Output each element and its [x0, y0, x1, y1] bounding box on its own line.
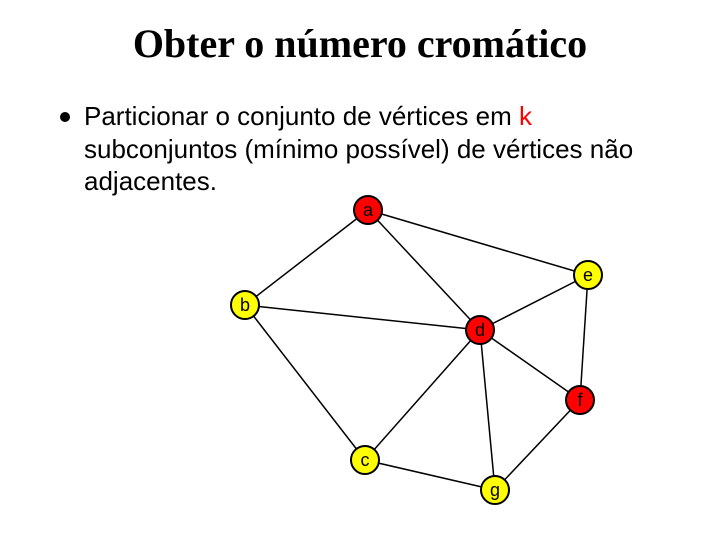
- graph-diagram: a b c d e f g: [0, 0, 720, 540]
- edge-a-e: [368, 210, 588, 275]
- node-e: e: [573, 260, 603, 290]
- edge-f-g: [495, 400, 580, 490]
- edge-c-g: [365, 460, 495, 490]
- edge-d-f: [480, 330, 580, 400]
- edge-a-d: [368, 210, 480, 330]
- edge-c-d: [365, 330, 480, 460]
- edge-b-c: [245, 305, 365, 460]
- node-f: f: [565, 385, 595, 415]
- node-a: a: [353, 195, 383, 225]
- edge-e-f: [580, 275, 588, 400]
- node-c: c: [350, 445, 380, 475]
- node-b: b: [230, 290, 260, 320]
- edge-b-d: [245, 305, 480, 330]
- edge-d-g: [480, 330, 495, 490]
- node-d: d: [465, 315, 495, 345]
- node-g: g: [480, 475, 510, 505]
- edge-a-b: [245, 210, 368, 305]
- edge-d-e: [480, 275, 588, 330]
